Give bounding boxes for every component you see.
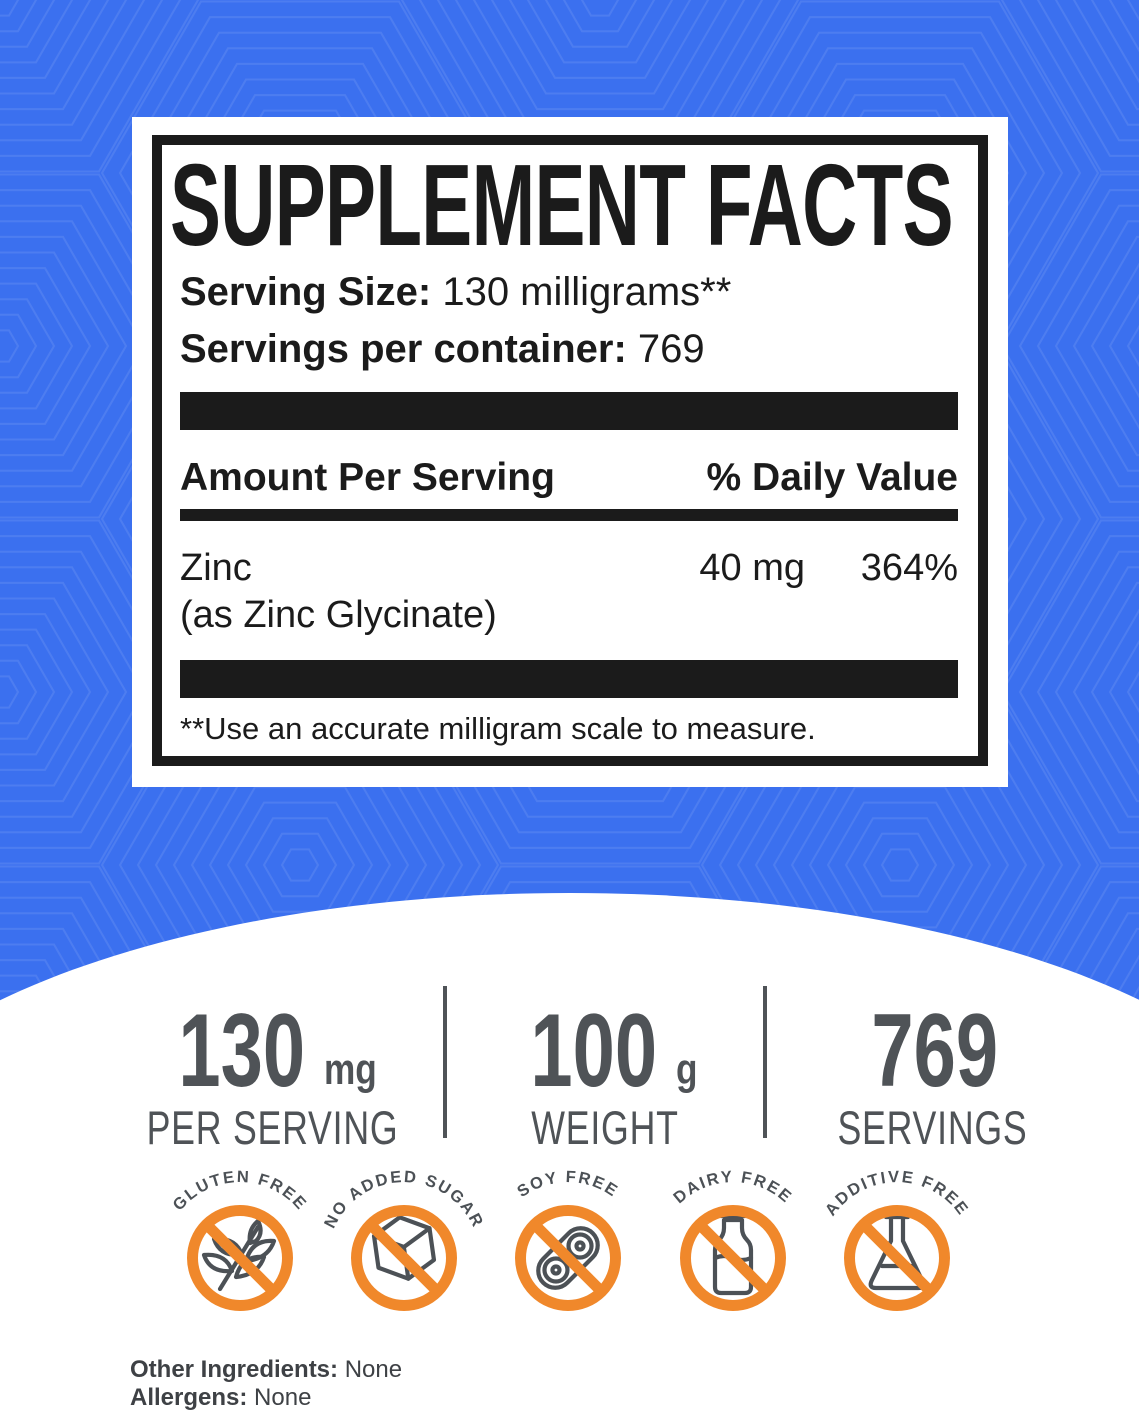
other-ingredients-line: Other Ingredients: None bbox=[130, 1356, 402, 1384]
svg-text:DAIRY FREE: DAIRY FREE bbox=[670, 1168, 796, 1207]
stat-servings-number: 769 bbox=[765, 984, 1100, 1109]
stats-divider bbox=[443, 986, 447, 1138]
stat-value: 130 bbox=[178, 992, 305, 1109]
servings-label: Servings per container: bbox=[180, 327, 627, 371]
allergens-line: Allergens: None bbox=[130, 1384, 402, 1412]
no-symbol bbox=[351, 1205, 457, 1311]
stat-servings: 769 SERVINGS bbox=[765, 984, 1100, 1151]
servings-per-container-line: Servings per container: 769 bbox=[180, 329, 705, 369]
nutrient-daily-value: 364% bbox=[860, 547, 958, 589]
stat-per-serving-number: 130 mg bbox=[100, 984, 445, 1109]
sugar-cube-icon bbox=[371, 1215, 437, 1281]
svg-text:NO ADDED SUGAR: NO ADDED SUGAR bbox=[324, 1168, 484, 1231]
stat-weight: 100 g WEIGHT bbox=[445, 984, 765, 1151]
stat-label: PER SERVING bbox=[146, 1101, 399, 1154]
badge-arc-label: SOY FREE bbox=[514, 1168, 620, 1201]
badge-gluten-free: GLUTEN FREE bbox=[169, 1168, 309, 1311]
separator-bar-thin bbox=[180, 509, 958, 521]
table-header-row: Amount Per Serving % Daily Value bbox=[180, 458, 958, 497]
stat-per-serving: 130 mg PER SERVING bbox=[100, 984, 445, 1151]
no-symbol bbox=[187, 1205, 293, 1311]
separator-bar-thick-bottom bbox=[180, 660, 958, 698]
stats-row: 130 mg PER SERVING 100 g WEIGHT 769 SERVIN… bbox=[0, 984, 1139, 1151]
badge-soy-free: SOY FREE bbox=[514, 1168, 622, 1311]
panel-footnote: **Use an accurate milligram scale to mea… bbox=[180, 711, 816, 746]
stat-label: SERVINGS bbox=[837, 1101, 1028, 1154]
serving-size-value: 130 milligrams** bbox=[442, 270, 732, 314]
serving-size-label: Serving Size: bbox=[180, 270, 432, 314]
badge-no-added-sugar: NO ADDED SUGAR bbox=[324, 1168, 484, 1311]
panel-border-frame bbox=[152, 135, 988, 766]
other-ingredients-label: Other Ingredients: bbox=[130, 1356, 339, 1383]
no-symbol bbox=[844, 1205, 950, 1311]
amount-per-serving-header: Amount Per Serving bbox=[180, 456, 555, 499]
daily-value-header: % Daily Value bbox=[706, 456, 958, 499]
nutrient-name: Zinc bbox=[180, 547, 252, 589]
stats-divider bbox=[763, 986, 767, 1138]
panel-title: SUPPLEMENT FACTS bbox=[170, 140, 954, 271]
badges-row: GLUTEN FREE NO ADDED SUGAR bbox=[0, 1161, 1139, 1341]
other-ingredients-value: None bbox=[344, 1356, 403, 1383]
allergens-label: Allergens: bbox=[130, 1384, 248, 1411]
stat-value: 100 bbox=[530, 992, 657, 1109]
badge-additive-free: ADDITIVE FREE bbox=[822, 1168, 970, 1311]
servings-value: 769 bbox=[637, 327, 705, 371]
badge-dairy-free: DAIRY FREE bbox=[670, 1168, 796, 1311]
badge-arc-label: DAIRY FREE bbox=[670, 1168, 794, 1207]
no-symbol bbox=[680, 1205, 786, 1311]
stat-value: 769 bbox=[871, 992, 998, 1109]
allergens-value: None bbox=[254, 1384, 312, 1411]
serving-size-line: Serving Size: 130 milligrams** bbox=[180, 272, 731, 312]
svg-text:SOY FREE: SOY FREE bbox=[514, 1168, 622, 1201]
ingredients-footer: Other Ingredients: None Allergens: None bbox=[130, 1356, 402, 1412]
nutrient-amount: 40 mg bbox=[699, 547, 805, 589]
stat-weight-number: 100 g bbox=[445, 984, 765, 1109]
stat-label: WEIGHT bbox=[531, 1101, 679, 1154]
nutrient-name-detail: (as Zinc Glycinate) bbox=[180, 594, 497, 637]
no-symbol bbox=[515, 1205, 621, 1311]
stat-unit: mg bbox=[324, 1045, 378, 1094]
badge-arc-label: NO ADDED SUGAR bbox=[324, 1168, 484, 1231]
stat-unit: g bbox=[676, 1045, 698, 1094]
supplement-facts-panel: SUPPLEMENT FACTS Serving Size: 130 milli… bbox=[132, 117, 1008, 787]
table-row: Zinc (as Zinc Glycinate) 40 mg 364% bbox=[180, 545, 958, 639]
separator-bar-thick-top bbox=[180, 392, 958, 430]
